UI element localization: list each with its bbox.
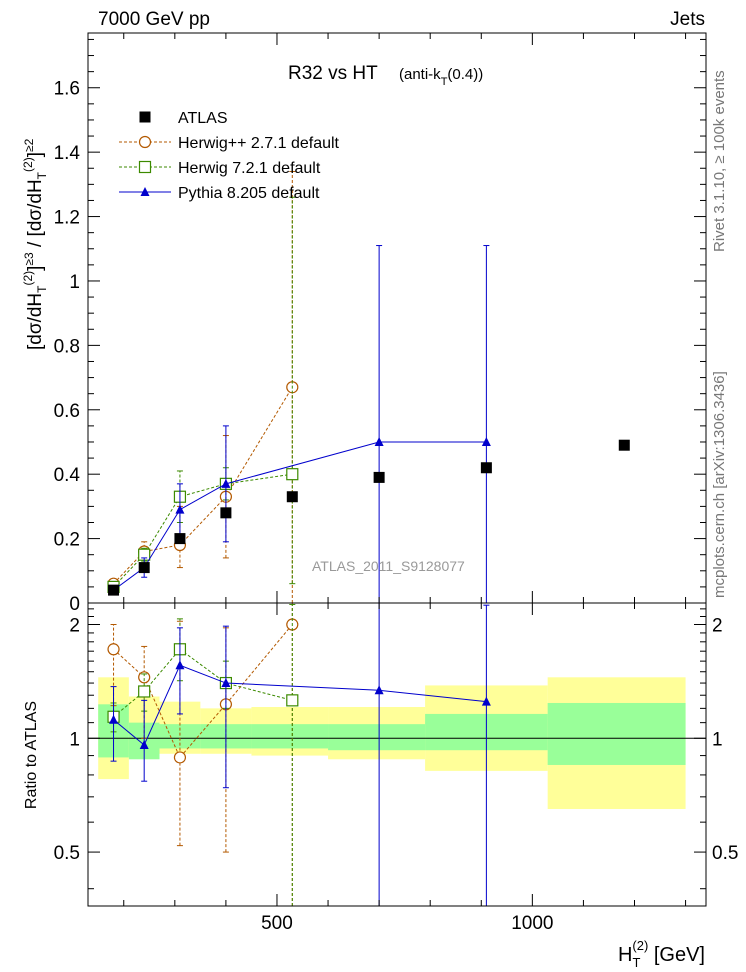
data-point bbox=[618, 439, 630, 451]
chart-title-main: R32 vs HT bbox=[288, 63, 378, 84]
legend-marker bbox=[140, 187, 150, 196]
data-point bbox=[109, 714, 119, 724]
data-point bbox=[138, 671, 151, 684]
series-herwig-2-7-1-default bbox=[107, 170, 299, 603]
legend-marker bbox=[138, 160, 152, 174]
y-tick-label: 0.4 bbox=[54, 465, 81, 486]
data-point bbox=[221, 478, 231, 488]
legend-item-herwig-2-7-1-default: Herwig++ 2.7.1 default bbox=[119, 135, 340, 152]
chart-title-suffix: (anti-kT(0.4)) bbox=[399, 66, 483, 88]
y-tick-label: 0.8 bbox=[54, 336, 80, 357]
inner-uncertainty-band bbox=[251, 724, 329, 749]
data-point bbox=[175, 504, 185, 514]
data-point bbox=[221, 678, 231, 688]
legend-item-atlas: ATLAS bbox=[139, 110, 228, 127]
y-tick-label: 1 bbox=[69, 272, 80, 293]
series-line bbox=[113, 664, 487, 746]
data-point bbox=[220, 507, 232, 519]
y-tick-label: 1.4 bbox=[54, 143, 81, 164]
ratio-y-tick-label-right: 2 bbox=[712, 616, 723, 637]
legend-label: Pythia 8.205 default bbox=[178, 185, 320, 202]
ratio-panel: 500 1000 0.5 0.5 1 1 2 2 Ratio to ATLAS HT(2) [… bbox=[23, 602, 738, 970]
legend-marker bbox=[138, 135, 152, 149]
legend-label: Herwig 7.2.1 default bbox=[178, 160, 321, 177]
data-point bbox=[373, 471, 385, 483]
data-point bbox=[374, 685, 384, 695]
data-point bbox=[374, 436, 384, 446]
series-line bbox=[113, 624, 293, 759]
y-tick-label: 1.2 bbox=[54, 208, 80, 229]
legend-item-herwig-7-2-1-default: Herwig 7.2.1 default bbox=[119, 160, 321, 177]
inner-uncertainty-band bbox=[547, 702, 686, 765]
data-point bbox=[173, 751, 187, 764]
ratio-ylabel: Ratio to ATLAS bbox=[23, 701, 40, 809]
header-left: 7000 GeV pp bbox=[98, 9, 210, 30]
ratio-y-tick-label-right: 1 bbox=[712, 729, 723, 750]
ratio-y-tick-label: 0.5 bbox=[54, 843, 80, 864]
header-right: Jets bbox=[670, 9, 705, 30]
inner-uncertainty-band bbox=[328, 724, 426, 751]
main-ylabel: [dσ/dHT(2)]≥3 / [dσ/dHT(2)]≥2 bbox=[21, 138, 49, 350]
data-point bbox=[481, 436, 491, 446]
legend-marker bbox=[139, 111, 151, 123]
x-tick-label: 500 bbox=[261, 913, 293, 934]
legend-item-pythia-8-205-default: Pythia 8.205 default bbox=[119, 185, 320, 202]
series-pythia-8-205-default bbox=[109, 245, 491, 603]
main-panel: 0 0.2 0.4 0.6 0.8 1 1.2 1.4 1.6 R32 vs HT (anti-… bbox=[21, 32, 707, 615]
data-point bbox=[139, 739, 149, 749]
watermark: ATLAS_2011_S9128077 bbox=[312, 558, 465, 574]
data-point bbox=[175, 660, 185, 670]
data-point bbox=[480, 462, 492, 474]
data-point bbox=[286, 468, 299, 481]
y-tick-label: 0.6 bbox=[54, 401, 80, 422]
data-point bbox=[138, 562, 150, 574]
series-atlas bbox=[108, 439, 630, 596]
data-point bbox=[286, 694, 299, 707]
mcplots-info: mcplots.cern.ch [arXiv:1306.3436] bbox=[711, 371, 728, 598]
data-point bbox=[286, 491, 298, 503]
ratio-frame bbox=[87, 602, 707, 907]
data-point bbox=[174, 533, 186, 545]
chart-title: R32 vs HT bbox=[288, 63, 378, 84]
rivet-info: Rivet 3.1.10, ≥ 100k events bbox=[711, 70, 728, 252]
data-point bbox=[107, 643, 120, 656]
data-point bbox=[108, 584, 120, 596]
data-point bbox=[138, 685, 151, 698]
x-axis-label: HT(2) [GeV] bbox=[618, 938, 705, 970]
legend-label: ATLAS bbox=[178, 110, 228, 127]
series-pythia-8-205-default-ratio bbox=[109, 603, 491, 906]
ratio-y-tick-label: 2 bbox=[69, 616, 80, 637]
y-tick-label: 0 bbox=[69, 594, 80, 615]
y-tick-label: 1.6 bbox=[54, 79, 80, 100]
ratio-y-tick-label-right: 0.5 bbox=[712, 843, 738, 864]
legend-label: Herwig++ 2.7.1 default bbox=[178, 135, 340, 152]
x-tick-label: 1000 bbox=[511, 913, 553, 934]
y-tick-label: 0.2 bbox=[54, 530, 80, 551]
legend: ATLAS Herwig++ 2.7.1 default Herwig 7.2.1 … bbox=[119, 110, 340, 202]
series-herwig-7-2-1-default bbox=[107, 196, 299, 593]
ratio-y-tick-label: 1 bbox=[69, 729, 80, 750]
data-point bbox=[481, 696, 491, 706]
